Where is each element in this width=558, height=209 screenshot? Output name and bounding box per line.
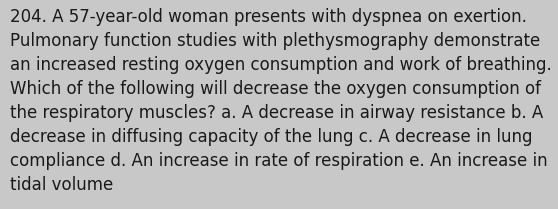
Text: 204. A 57-year-old woman presents with dyspnea on exertion.
Pulmonary function s: 204. A 57-year-old woman presents with d… bbox=[10, 8, 552, 194]
